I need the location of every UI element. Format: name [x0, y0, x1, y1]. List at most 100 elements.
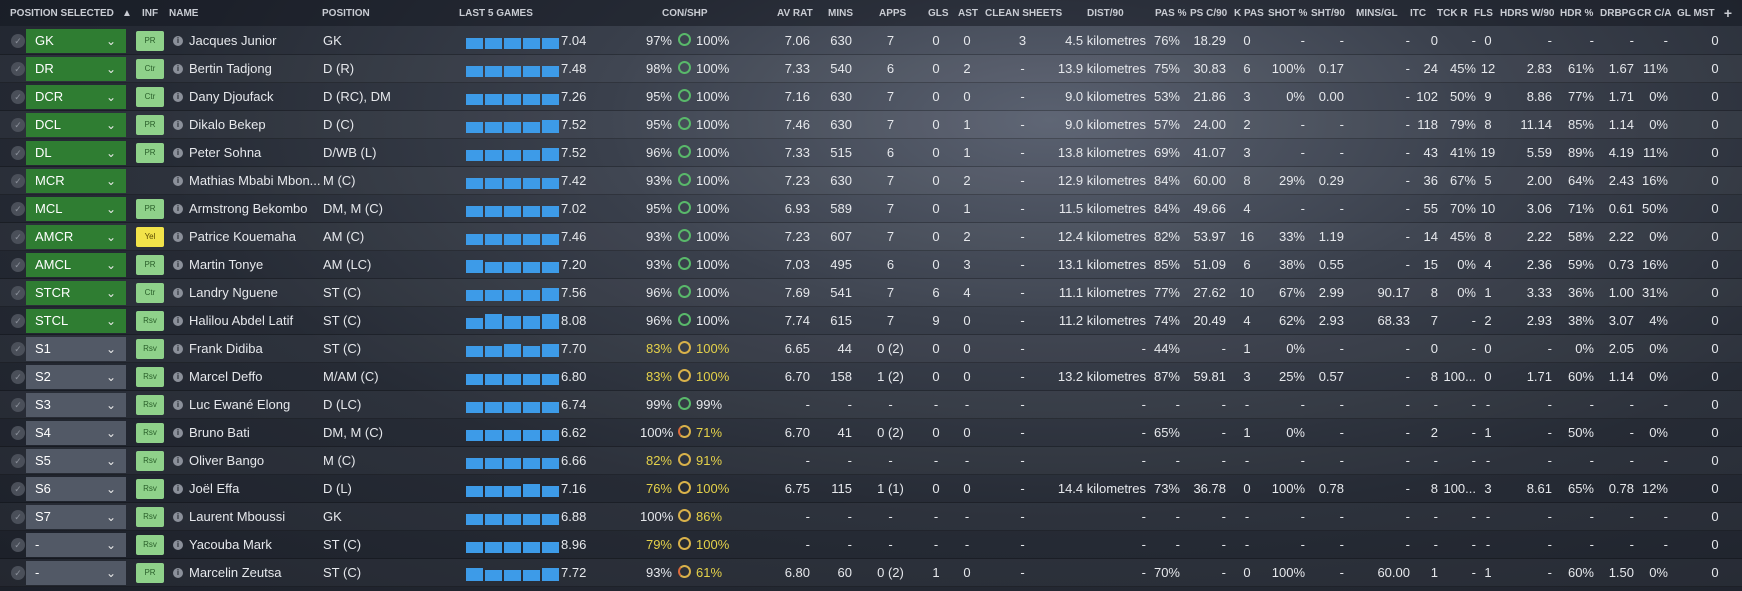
col-inf[interactable]: INF	[142, 8, 159, 19]
info-icon[interactable]: i	[173, 372, 183, 382]
info-badge[interactable]: Rsv	[136, 479, 164, 499]
check-icon[interactable]: ✓	[11, 258, 25, 272]
col-itc[interactable]: ITC	[1410, 8, 1427, 19]
col-ast[interactable]: AST	[958, 8, 978, 19]
info-badge[interactable]: Rsv	[136, 423, 164, 443]
position-select[interactable]: DL ⌄	[26, 141, 126, 165]
col-position[interactable]: POSITION	[322, 8, 370, 19]
player-name[interactable]: Bertin Tadjong	[189, 61, 272, 76]
player-name[interactable]: Frank Didiba	[189, 341, 263, 356]
position-select[interactable]: S5 ⌄	[26, 449, 126, 473]
table-row[interactable]: ✓ DCR ⌄ Ctr i 95% 100% Dany Djoufack D (RC), DM 7…	[0, 83, 1742, 111]
col-crca[interactable]: CR C/A	[1637, 8, 1672, 19]
info-badge[interactable]: Ctr	[136, 283, 164, 303]
info-icon[interactable]: i	[173, 120, 183, 130]
info-icon[interactable]: i	[173, 64, 183, 74]
table-row[interactable]: ✓ S1 ⌄ Rsv i 83% 100% Frank Didiba ST (C) 7.70 6.6…	[0, 335, 1742, 363]
col-dist90[interactable]: DIST/90	[1087, 8, 1124, 19]
info-badge[interactable]: PR	[136, 199, 164, 219]
info-badge[interactable]: Rsv	[136, 507, 164, 527]
col-conshp[interactable]: CON/SHP	[662, 8, 708, 19]
info-badge[interactable]: Ctr	[136, 87, 164, 107]
player-name[interactable]: Peter Sohna	[189, 145, 262, 160]
info-icon[interactable]: i	[173, 540, 183, 550]
col-mins[interactable]: MINS	[828, 8, 853, 19]
info-icon[interactable]: i	[173, 260, 183, 270]
table-row[interactable]: ✓ - ⌄ Rsv i 79% 100% Yacouba Mark ST (C) 8.96- - - -…	[0, 531, 1742, 559]
table-row[interactable]: ✓ MCL ⌄ PR i 95% 100% Armstrong Bekombo DM, M (C…	[0, 195, 1742, 223]
col-last5[interactable]: LAST 5 GAMES	[459, 8, 533, 19]
col-apps[interactable]: APPS	[879, 8, 907, 19]
info-badge[interactable]: PR	[136, 115, 164, 135]
check-icon[interactable]: ✓	[11, 370, 25, 384]
check-icon[interactable]: ✓	[11, 342, 25, 356]
player-name[interactable]: Mathias Mbabi Mbon...	[189, 173, 321, 188]
player-name[interactable]: Bruno Bati	[189, 425, 250, 440]
player-name[interactable]: Yacouba Mark	[189, 537, 272, 552]
plus-icon[interactable]: +	[1723, 5, 1732, 21]
position-select[interactable]: DR ⌄	[26, 57, 126, 81]
position-select[interactable]: S6 ⌄	[26, 477, 126, 501]
info-badge[interactable]: Rsv	[136, 395, 164, 415]
caret-up-icon[interactable]: ▲	[122, 8, 132, 19]
check-icon[interactable]: ✓	[11, 202, 25, 216]
info-badge[interactable]: PR	[136, 31, 164, 51]
info-icon[interactable]: i	[173, 288, 183, 298]
check-icon[interactable]: ✓	[11, 118, 25, 132]
info-icon[interactable]: i	[173, 204, 183, 214]
position-select[interactable]: S2 ⌄	[26, 365, 126, 389]
table-row[interactable]: ✓ MCR ⌄ i 93% 100% Mathias Mbabi Mbon... M (C) 7…	[0, 167, 1742, 195]
info-badge[interactable]: Ctr	[136, 59, 164, 79]
position-select[interactable]: GK ⌄	[26, 29, 126, 53]
table-row[interactable]: ✓ DR ⌄ Ctr i 98% 100% Bertin Tadjong D (R) 7.48 7.…	[0, 55, 1742, 83]
col-minsgl[interactable]: MINS/GL	[1356, 8, 1398, 19]
player-name[interactable]: Dikalo Bekep	[189, 117, 266, 132]
info-badge[interactable]: Rsv	[136, 451, 164, 471]
col-hdr-pct[interactable]: HDR %	[1560, 8, 1594, 19]
player-name[interactable]: Marcelin Zeutsa	[189, 565, 282, 580]
check-icon[interactable]: ✓	[11, 538, 25, 552]
table-row[interactable]: ✓ S3 ⌄ Rsv i 99% 99% Luc Ewané Elong D (LC) 6.74 -…	[0, 391, 1742, 419]
position-select[interactable]: DCR ⌄	[26, 85, 126, 109]
position-select[interactable]: - ⌄	[26, 561, 126, 585]
info-badge[interactable]: PR	[136, 563, 164, 583]
table-row[interactable]: ✓ AMCL ⌄ PR i 93% 100% Martin Tonye AM (LC) 7.20 7…	[0, 251, 1742, 279]
info-badge[interactable]: Rsv	[136, 367, 164, 387]
check-icon[interactable]: ✓	[11, 174, 25, 188]
player-name[interactable]: Patrice Kouemaha	[189, 229, 296, 244]
info-badge[interactable]: PR	[136, 255, 164, 275]
check-icon[interactable]: ✓	[11, 426, 25, 440]
info-badge[interactable]: PR	[136, 143, 164, 163]
info-badge[interactable]: Yel	[136, 227, 164, 247]
info-badge[interactable]: Rsv	[136, 535, 164, 555]
player-name[interactable]: Joël Effa	[189, 481, 240, 496]
check-icon[interactable]: ✓	[11, 62, 25, 76]
table-row[interactable]: ✓ - ⌄ PR i 93% 61% Marcelin Zeutsa ST (C) 7.72 6.8…	[0, 559, 1742, 587]
check-icon[interactable]: ✓	[11, 566, 25, 580]
info-icon[interactable]: i	[173, 428, 183, 438]
info-icon[interactable]: i	[173, 400, 183, 410]
table-row[interactable]: ✓ S6 ⌄ Rsv i 76% 100% Joël Effa D (L) 7.16 6.75 115…	[0, 475, 1742, 503]
position-select[interactable]: AMCL ⌄	[26, 253, 126, 277]
position-select[interactable]: S1 ⌄	[26, 337, 126, 361]
position-select[interactable]: S7 ⌄	[26, 505, 126, 529]
position-select[interactable]: - ⌄	[26, 533, 126, 557]
player-name[interactable]: Landry Nguene	[189, 285, 278, 300]
info-icon[interactable]: i	[173, 316, 183, 326]
check-icon[interactable]: ✓	[11, 314, 25, 328]
info-icon[interactable]: i	[173, 344, 183, 354]
info-icon[interactable]: i	[173, 512, 183, 522]
col-fls[interactable]: FLS	[1474, 8, 1493, 19]
player-name[interactable]: Oliver Bango	[189, 453, 265, 468]
col-avrat[interactable]: AV RAT	[777, 8, 813, 19]
player-name[interactable]: Martin Tonye	[189, 257, 264, 272]
table-row[interactable]: ✓ GK ⌄ PR i 97% 100% Jacques Junior GK 7.04 7.06 63…	[0, 27, 1742, 55]
position-select[interactable]: AMCR ⌄	[26, 225, 126, 249]
check-icon[interactable]: ✓	[11, 90, 25, 104]
col-name[interactable]: NAME	[169, 8, 199, 19]
table-row[interactable]: ✓ DL ⌄ PR i 96% 100% Peter Sohna D/WB (L) 7.52 7.3…	[0, 139, 1742, 167]
position-select[interactable]: DCL ⌄	[26, 113, 126, 137]
check-icon[interactable]: ✓	[11, 286, 25, 300]
check-icon[interactable]: ✓	[11, 146, 25, 160]
col-clean-sheets[interactable]: CLEAN SHEETS	[985, 8, 1063, 19]
